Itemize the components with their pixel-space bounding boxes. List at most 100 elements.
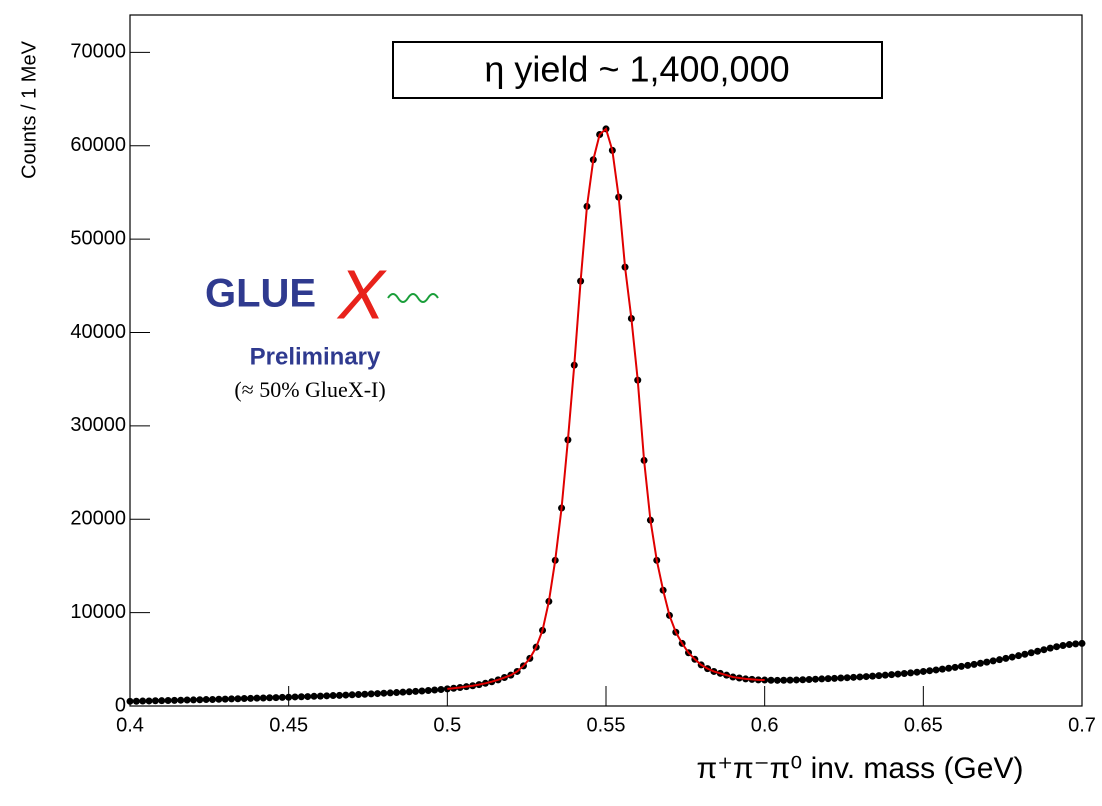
data-point (266, 694, 274, 702)
data-point (786, 676, 794, 684)
logo-subtitle: Preliminary (250, 343, 381, 370)
data-point (837, 674, 845, 682)
data-point (957, 662, 965, 670)
data-point (323, 692, 331, 700)
data-point (1008, 653, 1016, 661)
data-point (932, 666, 940, 674)
y-tick-label: 20000 (70, 508, 126, 530)
data-point (399, 688, 407, 696)
data-point (1053, 643, 1061, 651)
data-point (926, 667, 934, 675)
data-point (1059, 641, 1067, 649)
data-point (228, 695, 236, 703)
data-point (126, 697, 134, 705)
data-point (856, 673, 864, 681)
data-point (1065, 641, 1073, 649)
data-point (843, 674, 851, 682)
data-point (145, 697, 153, 705)
y-tick-label: 30000 (70, 414, 126, 436)
data-point (240, 695, 248, 703)
y-axis-label: Counts / 1 MeV (18, 40, 40, 179)
data-point (805, 675, 813, 683)
data-point (862, 673, 870, 681)
data-point (170, 696, 178, 704)
data-point (945, 664, 953, 672)
data-point (202, 696, 210, 704)
data-point (938, 665, 946, 673)
data-point (424, 686, 432, 694)
data-point (158, 697, 166, 705)
x-tick-label: 0.6 (751, 714, 779, 736)
data-point (907, 669, 915, 677)
data-point (989, 657, 997, 665)
data-point (386, 689, 394, 697)
data-point (792, 676, 800, 684)
data-point (221, 695, 229, 703)
data-point (278, 693, 286, 701)
y-tick-label: 60000 (70, 134, 126, 156)
data-point (329, 692, 337, 700)
logo-text: GLUE (205, 272, 316, 316)
x-tick-label: 0.7 (1068, 714, 1096, 736)
data-point (196, 696, 204, 704)
data-point (405, 688, 413, 696)
data-point (1002, 654, 1010, 662)
data-point (900, 670, 908, 678)
data-point (976, 659, 984, 667)
data-point (1015, 652, 1023, 660)
x-axis-label: π⁺π⁻π⁰ inv. mass (GeV) (697, 752, 1024, 785)
data-point (799, 676, 807, 684)
y-tick-label: 70000 (70, 41, 126, 63)
data-point (830, 674, 838, 682)
data-point (970, 660, 978, 668)
data-point (1072, 640, 1080, 648)
data-point (913, 668, 921, 676)
data-point (995, 656, 1003, 664)
data-point (310, 692, 318, 700)
data-point (342, 691, 350, 699)
data-point (894, 670, 902, 678)
data-point (824, 675, 832, 683)
data-point (335, 691, 343, 699)
data-point (209, 695, 217, 703)
data-point (412, 687, 420, 695)
data-point (951, 663, 959, 671)
data-point (272, 694, 280, 702)
data-point (361, 690, 369, 698)
x-tick-label: 0.4 (116, 714, 144, 736)
data-point (247, 694, 255, 702)
data-point (818, 675, 826, 683)
x-tick-label: 0.55 (587, 714, 626, 736)
data-point (354, 691, 362, 699)
data-point (888, 671, 896, 679)
data-point (215, 695, 223, 703)
data-point (380, 689, 388, 697)
data-point (367, 690, 375, 698)
x-tick-label: 0.65 (904, 714, 943, 736)
data-point (177, 696, 185, 704)
data-point (1046, 644, 1054, 652)
data-point (253, 694, 261, 702)
data-point (1078, 639, 1086, 647)
data-point (1021, 650, 1029, 658)
y-tick-label: 50000 (70, 227, 126, 249)
data-point (316, 692, 324, 700)
data-point (964, 661, 972, 669)
data-point (304, 693, 312, 701)
data-point (348, 691, 356, 699)
data-point (285, 693, 293, 701)
data-point (183, 696, 191, 704)
data-point (151, 697, 159, 705)
y-tick-label: 0 (115, 694, 126, 716)
data-point (374, 690, 382, 698)
data-point (418, 687, 426, 695)
data-point (132, 697, 140, 705)
data-point (919, 667, 927, 675)
data-point (850, 673, 858, 681)
data-point (767, 676, 775, 684)
data-point (773, 676, 781, 684)
data-point (1034, 647, 1042, 655)
logo-note: (≈ 50% GlueX-I) (234, 377, 385, 402)
